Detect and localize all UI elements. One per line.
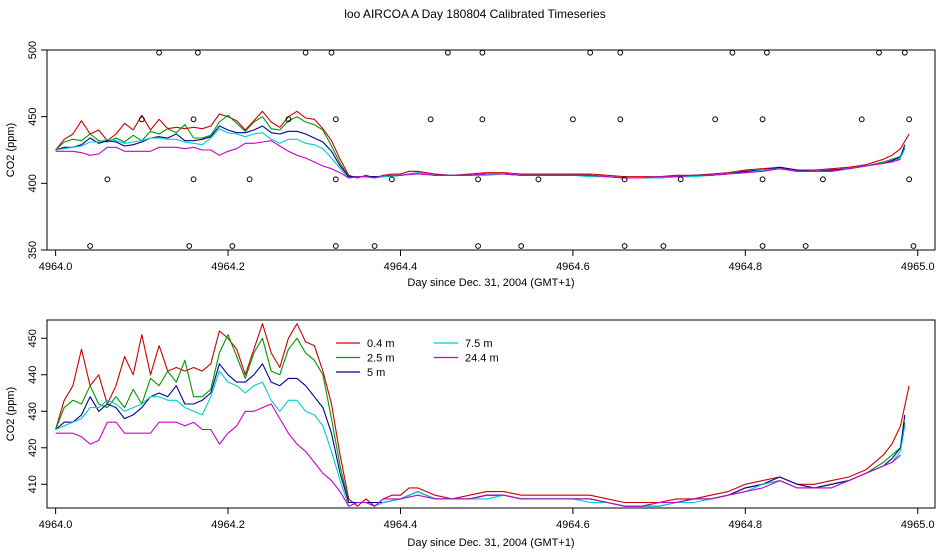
legend-label: 7.5 m: [465, 338, 493, 350]
outlier-point: [621, 176, 628, 183]
series-line-24-4-m: [55, 403, 901, 507]
outlier-point: [138, 116, 145, 123]
series-line-0-4-m: [55, 110, 910, 179]
outlier-point: [475, 243, 481, 249]
series-group: [55, 110, 910, 179]
top-panel: 4964.0 4964.2 4964.4 4964.6 4964.8 4965.0 350 4…: [5, 41, 936, 289]
legend-label: 2.5 m: [367, 353, 395, 365]
outlier-point: [332, 176, 339, 183]
outlier-point: [876, 49, 882, 56]
outlier-point: [186, 243, 193, 249]
y-tick-label: 500: [27, 41, 39, 59]
outlier-point: [427, 116, 434, 123]
outlier-point: [328, 49, 335, 56]
outlier-point: [246, 176, 253, 183]
x-tick-label: 4964.4: [384, 519, 418, 531]
outlier-point: [906, 116, 913, 123]
x-tick-label: 4964.2: [211, 261, 245, 273]
outlier-point: [229, 243, 236, 249]
outlier-point: [677, 176, 684, 183]
outlier-point: [820, 176, 826, 183]
outlier-point: [729, 49, 736, 56]
legend-label: 24.4 m: [465, 353, 499, 365]
y-tick-label: 350: [27, 241, 39, 259]
y-tick-label: 400: [27, 174, 39, 192]
outlier-point: [190, 116, 197, 123]
series-line-5-m: [55, 125, 906, 179]
outlier-point: [570, 116, 576, 123]
chart-title: loo AIRCOA A Day 180804 Calibrated Times…: [344, 7, 606, 21]
x-tick-label: 4965.0: [901, 261, 935, 273]
outlier-point: [104, 176, 111, 183]
outlier-point: [617, 116, 624, 123]
series-line-0-4-m: [55, 323, 910, 507]
outlier-point: [759, 116, 766, 123]
y-axis-title: CO2 (ppm): [5, 123, 17, 177]
x-tick-label: 4964.2: [211, 519, 245, 531]
outlier-point: [87, 243, 94, 249]
plot-frame: [46, 49, 936, 251]
outlier-point: [759, 243, 766, 249]
bottom-panel: 4964.0 4964.2 4964.4 4964.6 4964.8 4965.0 410 4…: [5, 319, 936, 549]
outlier-point: [660, 243, 667, 249]
outlier-point: [194, 49, 201, 56]
outlier-point: [332, 243, 339, 249]
series-line-7-5-m: [55, 370, 906, 507]
x-tick-label: 4964.0: [39, 261, 73, 273]
x-tick-label: 4964.6: [556, 519, 590, 531]
outlier-point: [759, 176, 766, 183]
outlier-point: [475, 176, 481, 183]
outlier-point: [535, 176, 542, 183]
series-line-5-m: [55, 363, 906, 507]
outlier-point: [371, 243, 378, 249]
series-group: [55, 323, 910, 507]
outlier-point: [285, 116, 292, 123]
x-tick-label: 4964.0: [39, 519, 73, 531]
outlier-point: [906, 176, 913, 183]
plot-frame: [46, 319, 936, 509]
y-axis-title: CO2 (ppm): [5, 387, 17, 441]
x-tick-label: 4964.8: [729, 261, 763, 273]
outlier-point: [332, 116, 339, 123]
y-tick-label: 440: [27, 366, 39, 384]
x-tick-label: 4965.0: [901, 519, 935, 531]
outlier-point: [444, 49, 451, 56]
outlier-point: [302, 49, 309, 56]
outlier-point: [763, 49, 770, 56]
outlier-point: [156, 49, 162, 56]
x-axis-title: Day since Dec. 31, 2004 (GMT+1): [407, 537, 574, 549]
outlier-point: [587, 49, 594, 56]
x-axis-title: Day since Dec. 31, 2004 (GMT+1): [407, 277, 574, 289]
outlier-point: [518, 243, 525, 249]
series-line-7-5-m: [55, 128, 906, 179]
outlier-point: [479, 116, 486, 123]
outlier-point: [910, 243, 917, 249]
x-tick-label: 4964.4: [384, 261, 418, 273]
legend-label: 0.4 m: [367, 338, 395, 350]
y-tick-label: 430: [27, 402, 39, 420]
legend-label: 5 m: [367, 367, 385, 379]
outlier-point: [901, 49, 908, 56]
y-tick-label: 450: [27, 329, 39, 347]
outlier-point: [190, 176, 197, 183]
outlier-point: [388, 176, 395, 183]
y-tick-label: 450: [27, 107, 39, 125]
y-tick-label: 410: [27, 475, 39, 493]
outlier-point: [617, 49, 624, 56]
x-tick-label: 4964.8: [729, 519, 763, 531]
outlier-point: [802, 243, 809, 249]
y-tick-label: 420: [27, 439, 39, 457]
outlier-point: [858, 116, 865, 123]
outlier-point: [712, 116, 719, 123]
outlier-point: [621, 243, 628, 249]
x-tick-label: 4964.6: [556, 261, 590, 273]
series-line-24-4-m: [55, 140, 901, 179]
outlier-point: [479, 49, 486, 56]
